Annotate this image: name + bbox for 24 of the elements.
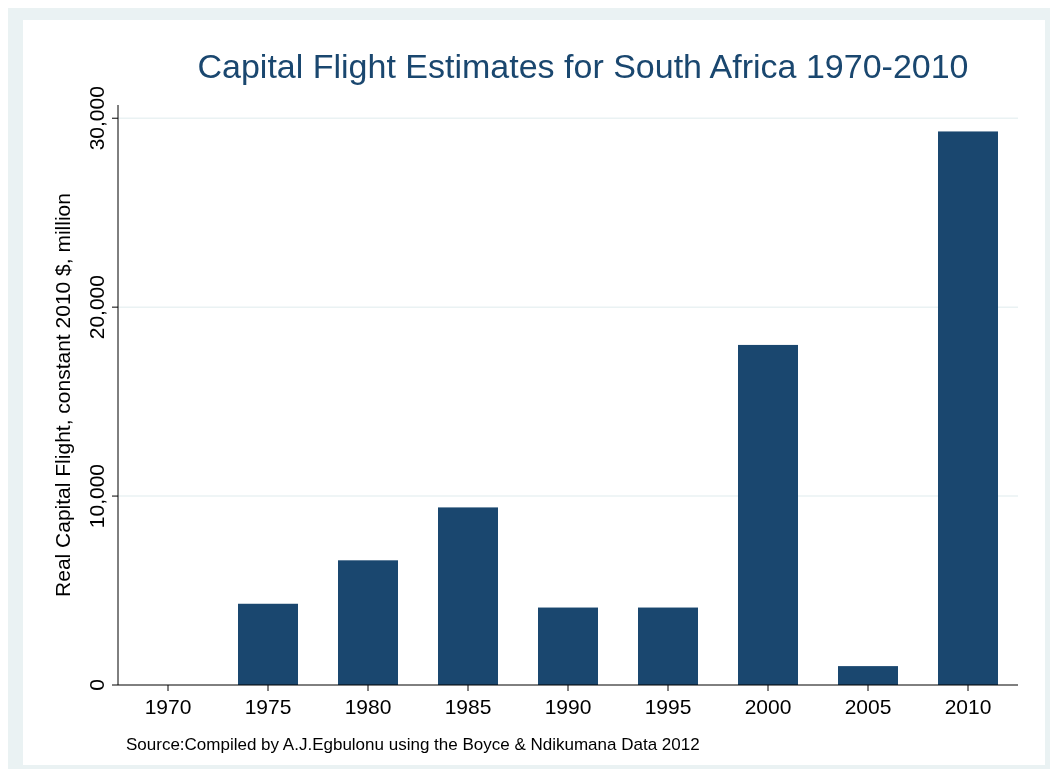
- y-tick-label: 0: [85, 679, 108, 691]
- x-tick-label: 2005: [844, 695, 892, 718]
- y-tick-label: 30,000: [85, 86, 108, 151]
- chart-title: Capital Flight Estimates for South Africa 1970-2010: [197, 47, 969, 85]
- x-tick-label: 1975: [244, 695, 292, 718]
- bar: [538, 607, 598, 685]
- x-tick-label: 1970: [144, 695, 192, 718]
- x-tick-label: 2010: [944, 695, 992, 718]
- x-tick-label: 1985: [444, 695, 492, 718]
- bar: [838, 666, 898, 685]
- y-axis-title: Real Capital Flight, constant 2010 $, million: [51, 193, 74, 597]
- x-tick-label: 2000: [744, 695, 792, 718]
- y-tick-label: 20,000: [85, 275, 108, 340]
- x-tick-label: 1980: [344, 695, 392, 718]
- bar: [338, 560, 398, 685]
- bar: [638, 607, 698, 685]
- x-tick-label: 1995: [644, 695, 692, 718]
- x-tick-label: 1990: [544, 695, 592, 718]
- bar: [938, 131, 998, 685]
- y-tick-label: 10,000: [85, 463, 108, 529]
- bar: [738, 344, 798, 685]
- bar: [438, 507, 498, 685]
- bar: [238, 603, 298, 685]
- source-note: Source:Compiled by A.J.Egbulonu using the Boyce & Ndikumana Data 2012: [126, 735, 700, 754]
